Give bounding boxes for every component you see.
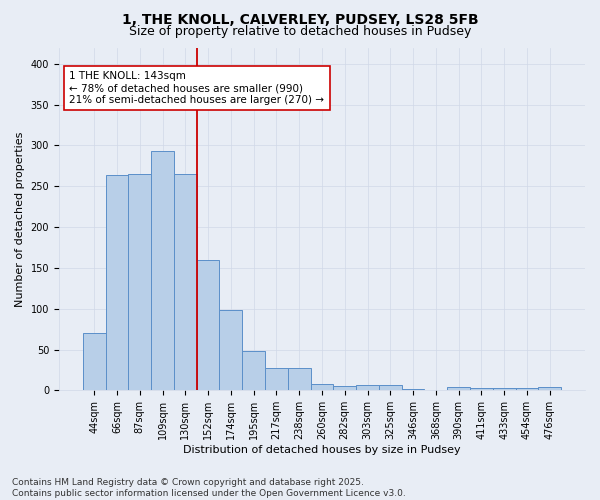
Bar xyxy=(197,260,220,390)
Bar xyxy=(288,368,311,390)
Bar xyxy=(515,388,538,390)
Bar xyxy=(128,174,151,390)
Bar xyxy=(151,151,174,390)
Bar xyxy=(334,386,356,390)
Bar xyxy=(538,387,561,390)
Text: Size of property relative to detached houses in Pudsey: Size of property relative to detached ho… xyxy=(129,25,471,38)
Bar xyxy=(220,310,242,390)
Bar xyxy=(356,384,379,390)
Text: 1, THE KNOLL, CALVERLEY, PUDSEY, LS28 5FB: 1, THE KNOLL, CALVERLEY, PUDSEY, LS28 5F… xyxy=(122,12,478,26)
Y-axis label: Number of detached properties: Number of detached properties xyxy=(15,131,25,306)
Bar xyxy=(447,387,470,390)
Bar xyxy=(83,333,106,390)
Bar xyxy=(174,174,197,390)
Bar xyxy=(242,351,265,391)
Bar xyxy=(379,384,401,390)
Bar xyxy=(106,175,128,390)
Bar xyxy=(311,384,334,390)
Bar xyxy=(265,368,288,390)
Text: Contains HM Land Registry data © Crown copyright and database right 2025.
Contai: Contains HM Land Registry data © Crown c… xyxy=(12,478,406,498)
Bar xyxy=(493,388,515,390)
Text: 1 THE KNOLL: 143sqm
← 78% of detached houses are smaller (990)
21% of semi-detac: 1 THE KNOLL: 143sqm ← 78% of detached ho… xyxy=(70,72,325,104)
Bar xyxy=(401,388,424,390)
Bar xyxy=(470,388,493,390)
X-axis label: Distribution of detached houses by size in Pudsey: Distribution of detached houses by size … xyxy=(183,445,461,455)
